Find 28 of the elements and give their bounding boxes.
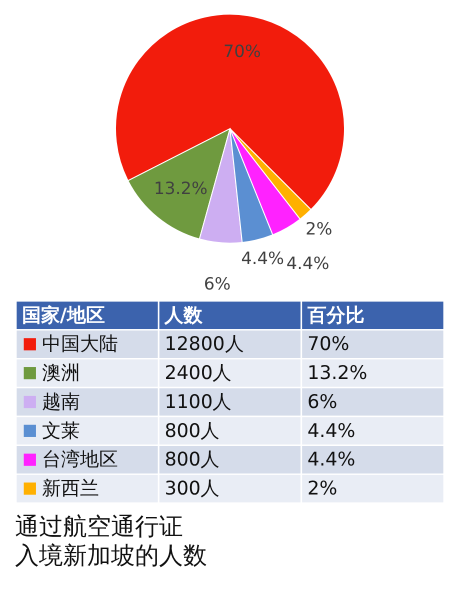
text: 2400人 <box>164 362 232 384</box>
text: 1100人 <box>164 390 232 413</box>
text: 300人 <box>164 478 220 500</box>
legend-label: 台湾地区 <box>42 448 118 471</box>
text: 13.2% <box>307 362 368 384</box>
legend-label: 越南 <box>42 390 80 413</box>
legend-label: 中国大陆 <box>42 333 118 356</box>
text: 4.4% <box>307 448 356 471</box>
legend-label: 新西兰 <box>42 478 99 500</box>
text: 百分比 <box>306 304 364 326</box>
text: 人数 <box>164 304 204 326</box>
data-label: 2% <box>305 218 332 238</box>
text: 6% <box>307 390 338 413</box>
text: 2% <box>307 478 338 500</box>
legend-label: 澳洲 <box>42 362 80 384</box>
data-label: 70% <box>223 40 261 61</box>
text: 800人 <box>164 420 220 442</box>
text: 800人 <box>164 448 220 471</box>
text: 通过航空通行证入境新加坡的人数 <box>15 512 208 570</box>
data-label: 6% <box>204 273 231 294</box>
data-label: 4.4% <box>241 248 284 268</box>
text: 70% <box>307 333 350 356</box>
text: 12800人 <box>164 333 244 356</box>
text: 4.4% <box>307 420 356 442</box>
text: 国家/地区 <box>22 304 105 326</box>
legend-label: 文莱 <box>42 420 80 442</box>
data-label: 13.2% <box>154 178 208 198</box>
data-label: 4.4% <box>286 253 330 274</box>
